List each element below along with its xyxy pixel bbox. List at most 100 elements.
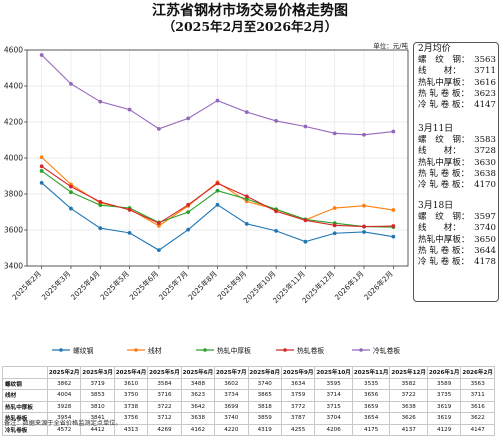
summary-value: 3597 [474, 212, 496, 223]
summary-value: 3740 [474, 223, 496, 234]
y-tick-label: 3800 [4, 190, 23, 199]
legend-swatch [52, 348, 70, 352]
legend-swatch [276, 348, 294, 352]
table-cell: 3654 [351, 412, 391, 425]
summary-value: 4178 [474, 257, 496, 268]
table-header-cell: 2025年2月 [46, 366, 82, 379]
table-header-cell: 2025年7月 [214, 366, 249, 379]
legend-label: 热轧卷板 [297, 347, 325, 355]
table-cell: 3626 [389, 412, 428, 425]
data-point [69, 184, 73, 189]
summary-row: 螺 纹 钢： 3583 [418, 135, 496, 146]
summary-label: 冷 轧 卷 板： [418, 180, 470, 191]
data-point [98, 226, 103, 231]
table-header-cell: 2025年3月 [80, 366, 115, 379]
table-cell: 3619 [426, 400, 462, 413]
data-point [332, 206, 337, 210]
table-header-cell: 2025年12月 [389, 366, 428, 379]
table-cell: 3704 [314, 412, 353, 425]
chart-subtitle: （2025年2月至2026年2月） [162, 19, 338, 34]
table-cell: 3638 [180, 412, 216, 425]
table-cell: 3712 [147, 412, 182, 425]
legend-swatch [196, 348, 214, 352]
data-point [186, 116, 191, 121]
x-tick-label: 2025年7月 [157, 269, 190, 302]
summary-row: 冷 轧 卷 板： 4178 [418, 257, 496, 268]
data-point [98, 203, 103, 208]
data-point [332, 231, 337, 236]
data-point [332, 131, 337, 136]
legend-item: 热轧卷板 [276, 345, 324, 355]
table-cell: 3714 [314, 389, 353, 402]
data-point [156, 248, 161, 253]
table-row-label: 线材 [2, 389, 48, 402]
table-cell: 3862 [46, 377, 82, 390]
data-point [127, 107, 132, 112]
price-data-table: 2025年2月 2025年3月 2025年4月 2025年5月 2025年6月 2025年… [2, 366, 495, 436]
table-cell: 3818 [247, 400, 282, 413]
data-point [186, 202, 191, 207]
summary-value: 3644 [474, 245, 496, 256]
table-cell: 3595 [314, 377, 353, 390]
data-point [362, 203, 366, 208]
table-cell: 3719 [80, 377, 115, 390]
summary-label: 冷 轧 卷 板： [418, 257, 470, 268]
summary-label: 冷 轧 卷 板： [418, 100, 470, 111]
data-point [391, 208, 396, 212]
summary-value: 3711 [474, 66, 496, 77]
table-row-label: 螺纹钢 [2, 377, 48, 390]
table-header-cell: 2025年6月 [180, 366, 216, 379]
table-header-row: 2025年2月 2025年3月 2025年4月 2025年5月 2025年6月 2025年… [2, 366, 495, 379]
table-header-cell: 2026年2月 [460, 366, 495, 379]
data-point [186, 227, 191, 232]
y-tick-label: 4600 [4, 46, 23, 55]
data-point [303, 218, 308, 223]
y-tick-label: 3600 [4, 226, 23, 235]
legend-item: 线材 [127, 345, 162, 355]
table-cell: 3642 [180, 400, 216, 413]
grid-lines [27, 49, 408, 267]
table-cell: 3602 [214, 377, 249, 390]
data-point [303, 239, 308, 244]
data-point [303, 124, 308, 129]
data-point [215, 202, 220, 207]
table-cell: 3619 [426, 412, 462, 425]
table-header-cell: 2025年4月 [113, 366, 149, 379]
data-point [274, 209, 279, 214]
data-point [274, 119, 279, 123]
table-cell: 3659 [351, 400, 391, 413]
table-row: 线材 4004 3853 3750 3716 3623 3734 3865 3759 3714 36… [2, 389, 495, 402]
summary-row: 螺 纹 钢： 3563 [418, 55, 496, 66]
x-tick-label: 2026年1月 [333, 269, 366, 302]
summary-label: 螺 纹 钢： [418, 212, 470, 223]
table-row: 螺纹钢 3862 3719 3610 3584 3488 3602 3740 3634 3595 3… [2, 377, 495, 390]
table-cell: 3638 [389, 400, 428, 413]
table-row-label: 热轧中厚板 [2, 400, 48, 413]
table-cell: 3634 [280, 377, 316, 390]
summary-row: 螺 纹 钢： 3597 [418, 212, 496, 223]
summary-value: 3563 [474, 55, 496, 66]
summary-value: 3728 [474, 146, 496, 157]
data-point [127, 207, 132, 212]
data-point [39, 155, 44, 160]
data-point [69, 190, 73, 195]
source-note: 备注：数据来源于全省价格监测定点单位。 [4, 420, 122, 427]
summary-label: 螺 纹 钢： [418, 55, 470, 66]
table-cell: 3738 [113, 400, 149, 413]
table-cell: 3488 [180, 377, 216, 390]
data-point [332, 223, 337, 228]
table-header-cell: 2025年5月 [147, 366, 182, 379]
table-cell: 3722 [389, 389, 428, 402]
table-cell: 3734 [214, 389, 249, 402]
data-point [274, 229, 279, 233]
summary-label: 线 材： [418, 66, 461, 77]
y-tick-label: 3400 [4, 262, 23, 271]
data-point [98, 99, 103, 104]
summary-row: 冷 轧 卷 板： 4170 [418, 180, 496, 191]
summary-title: 3月18日 [418, 201, 454, 211]
table-cell: 3535 [351, 377, 391, 390]
table-cell: 3740 [214, 412, 249, 425]
data-point [244, 194, 249, 199]
line-chart: 34003600380040004200440046002025年2月2025年… [4, 46, 409, 305]
table-cell: 4004 [46, 389, 82, 402]
